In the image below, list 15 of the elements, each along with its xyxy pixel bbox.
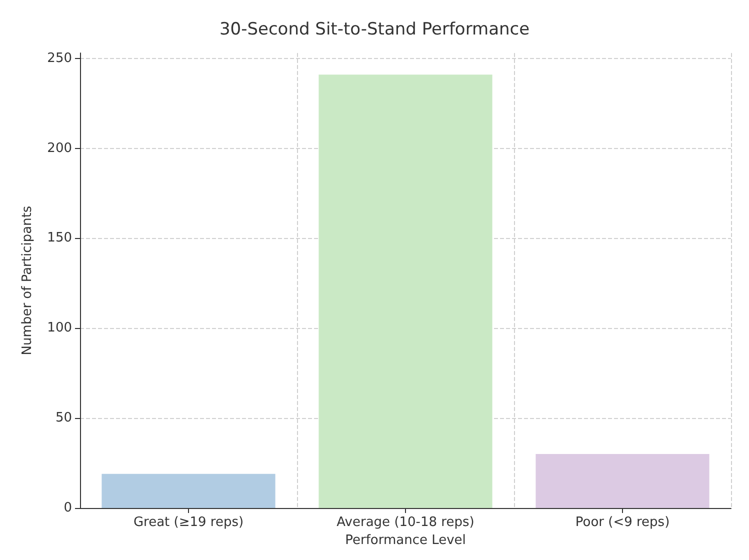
x-tick-label: Poor (<9 reps) xyxy=(575,515,670,530)
y-tick-label: 250 xyxy=(47,50,72,66)
y-tick-label: 50 xyxy=(55,410,72,426)
x-tick-label: Average (10-18 reps) xyxy=(336,515,474,530)
bar xyxy=(102,474,276,508)
y-tick-label: 100 xyxy=(47,320,72,336)
chart-title: 30-Second Sit-to-Stand Performance xyxy=(219,20,530,40)
y-tick-label: 0 xyxy=(64,500,72,516)
y-axis-title: Number of Participants xyxy=(20,206,35,356)
bar xyxy=(318,74,492,508)
bar xyxy=(536,454,710,508)
x-axis-title: Performance Level xyxy=(345,533,466,548)
y-tick-label: 150 xyxy=(47,230,72,246)
x-tick-label: Great (≥19 reps) xyxy=(133,515,244,530)
y-tick-label: 200 xyxy=(47,140,72,156)
